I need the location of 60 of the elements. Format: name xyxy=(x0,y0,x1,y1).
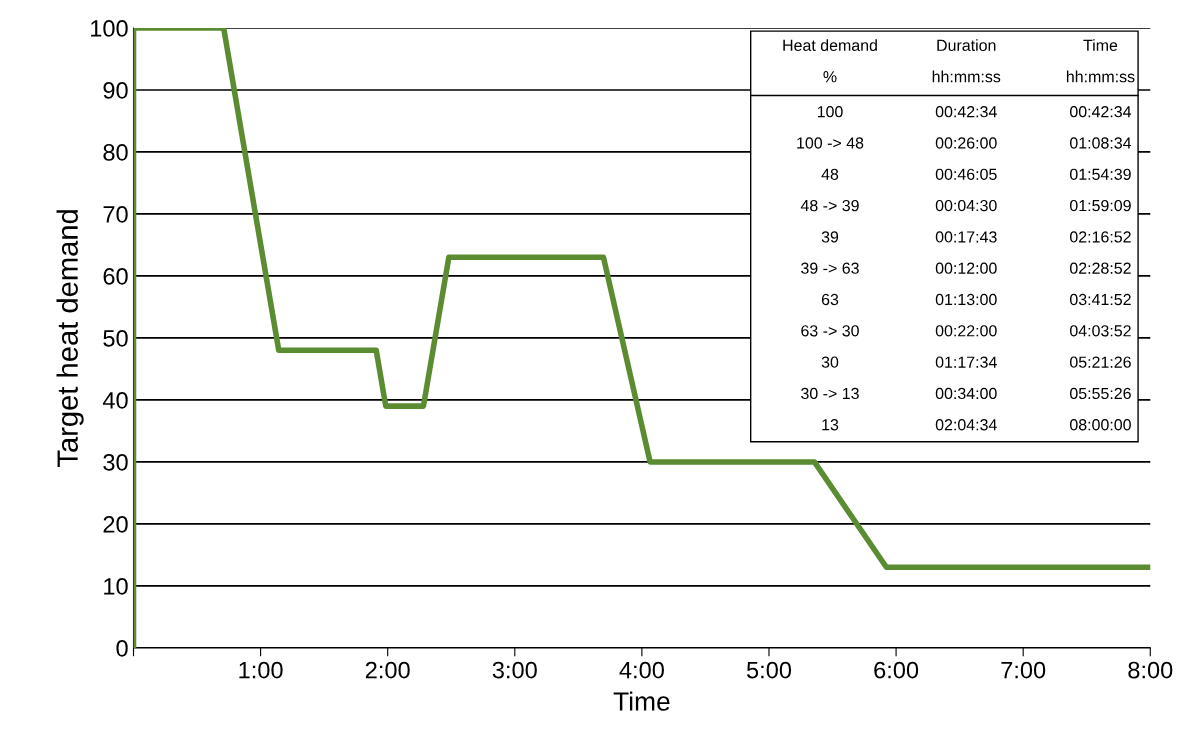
x-tick-label: 5:00 xyxy=(746,661,792,679)
y-tick-label: 50 xyxy=(103,330,128,347)
annotation: 02:28:52 xyxy=(1070,262,1131,274)
x-tick-label: 8:00 xyxy=(1128,661,1173,679)
annotation: 39 -> 63 xyxy=(801,262,859,274)
annotation: 00:42:34 xyxy=(1070,106,1132,118)
y-tick-label: 30 xyxy=(103,453,128,471)
annotation: 63 xyxy=(821,293,839,306)
y-axis-title: Target heat demand xyxy=(56,210,84,467)
x-tick-label: 7:00 xyxy=(1001,661,1046,679)
x-tick-label: 3:00 xyxy=(492,661,537,679)
x-axis-title: Time xyxy=(613,691,670,711)
y-tick-label: 70 xyxy=(103,206,128,223)
y-tick-label: 100 xyxy=(91,20,128,37)
annotation: 100 -> 48 xyxy=(797,137,864,149)
annotation: 04:03:52 xyxy=(1070,325,1131,337)
annotation: 13 xyxy=(822,419,839,431)
annotation: 00:42:34 xyxy=(935,106,997,118)
annotation: 02:04:34 xyxy=(935,419,997,431)
annotation: Duration xyxy=(937,39,996,52)
annotation: 01:08:34 xyxy=(1070,137,1132,149)
annotation: 48 xyxy=(821,168,839,180)
annotation: 00:34:00 xyxy=(935,387,997,400)
annotation: 39 xyxy=(821,231,839,243)
annotation: 05:55:26 xyxy=(1070,387,1131,400)
annotation: hh:mm:ss xyxy=(1066,70,1135,83)
x-tick-label: 2:00 xyxy=(365,661,410,679)
annotation: 30 -> 13 xyxy=(801,387,859,400)
annotation: 48 -> 39 xyxy=(800,199,859,212)
annotation: 30 xyxy=(821,356,839,368)
x-tick-label: 1:00 xyxy=(239,661,283,679)
y-tick-label: 20 xyxy=(103,515,128,533)
x-tick-label: 4:00 xyxy=(619,661,664,679)
y-tick-label: 10 xyxy=(104,577,128,595)
annotation: Time xyxy=(1083,39,1118,52)
y-tick-label: 40 xyxy=(102,391,128,409)
annotation: % xyxy=(823,71,837,83)
y-tick-label: 80 xyxy=(103,144,128,161)
annotation: Heat demand xyxy=(783,39,877,52)
annotation: 01:54:39 xyxy=(1070,168,1131,180)
annotation: 00:17:43 xyxy=(935,231,997,243)
annotation: 08:00:00 xyxy=(1070,419,1131,431)
annotation: 00:04:30 xyxy=(935,199,997,212)
y-tick-label: 60 xyxy=(103,268,128,285)
annotation: 00:46:05 xyxy=(935,168,997,180)
annotation: 00:12:00 xyxy=(935,262,997,274)
annotation: 01:17:34 xyxy=(935,356,997,368)
annotation: 100 xyxy=(817,106,843,118)
y-tick-label: 0 xyxy=(116,639,128,657)
y-tick-label: 90 xyxy=(103,82,128,99)
annotation: hh:mm:ss xyxy=(932,70,1001,83)
annotation: 00:22:00 xyxy=(935,325,997,337)
annotation: 00:26:00 xyxy=(935,137,997,149)
annotation: 02:16:52 xyxy=(1070,231,1131,243)
annotation: 01:59:09 xyxy=(1070,199,1131,212)
annotation: 03:41:52 xyxy=(1070,293,1131,306)
annotation: 05:21:26 xyxy=(1070,356,1131,368)
annotation: 63 -> 30 xyxy=(801,325,859,337)
x-tick-label: 6:00 xyxy=(874,661,919,679)
annotation: 01:13:00 xyxy=(935,293,997,306)
